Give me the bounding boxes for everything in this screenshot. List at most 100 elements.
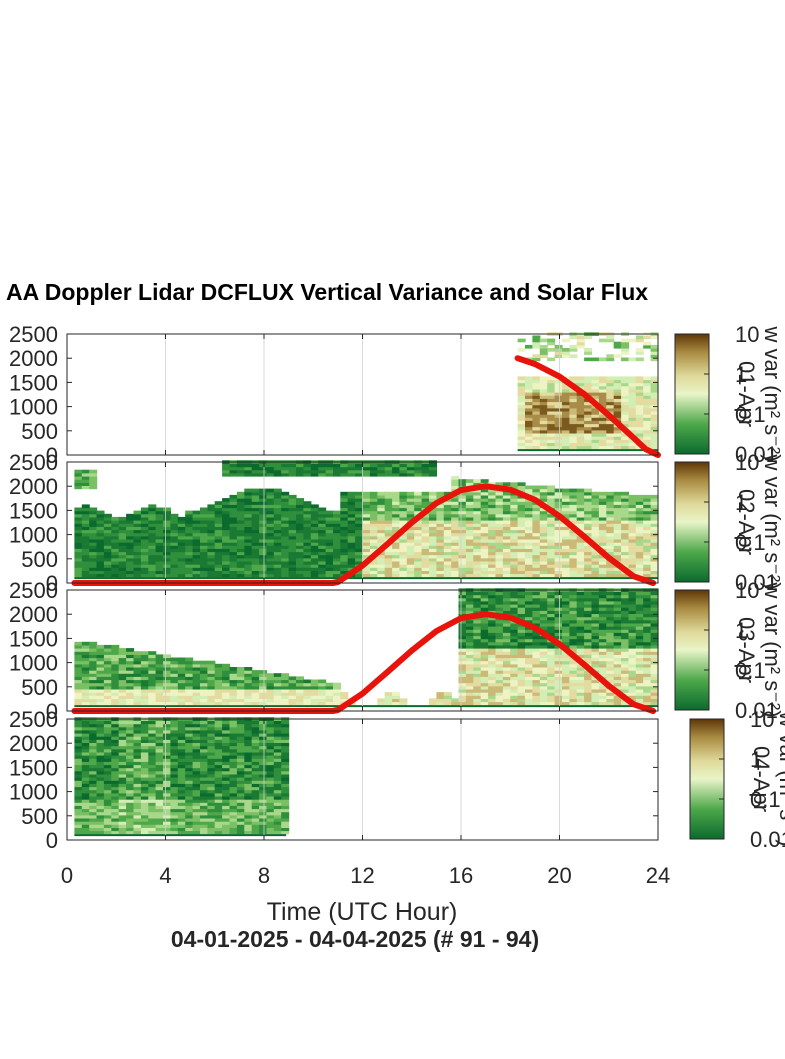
- heatmap-cell: [525, 379, 533, 384]
- heatmap-cell: [451, 548, 460, 553]
- heatmap-cell: [480, 689, 489, 693]
- heatmap-cell: [643, 542, 652, 546]
- heatmap-cell: [576, 338, 585, 343]
- heatmap-cell: [384, 535, 393, 540]
- heatmap-cell: [126, 827, 135, 832]
- heatmap-cell: [163, 529, 171, 534]
- heatmap-cell: [517, 570, 526, 575]
- heatmap-cell: [163, 564, 171, 568]
- heatmap-cell: [547, 488, 556, 493]
- heatmap-cell: [251, 554, 260, 559]
- heatmap-cell: [126, 821, 135, 825]
- heatmap-cell: [170, 792, 179, 797]
- heatmap-cell: [140, 539, 149, 543]
- heatmap-cell: [613, 551, 622, 556]
- heatmap-cell: [650, 388, 659, 393]
- heatmap-cell: [251, 494, 260, 499]
- heatmap-cell: [598, 629, 607, 633]
- heatmap-cell: [635, 379, 644, 384]
- heatmap-cell: [613, 507, 622, 512]
- heatmap-cell: [103, 557, 112, 562]
- heatmap-cell: [517, 591, 526, 596]
- heatmap-cell: [148, 548, 157, 553]
- heatmap-cell: [606, 613, 615, 618]
- heatmap-cell: [635, 523, 644, 527]
- heatmap-cell: [488, 638, 497, 643]
- heatmap-cell: [554, 594, 563, 599]
- heatmap-cell: [465, 632, 474, 637]
- heatmap-cell: [539, 414, 548, 418]
- heatmap-cell: [89, 770, 98, 775]
- heatmap-cell: [576, 382, 585, 387]
- heatmap-cell: [229, 567, 238, 571]
- heatmap-cell: [281, 513, 290, 518]
- heatmap-cell: [325, 463, 334, 468]
- heatmap-cell: [340, 564, 349, 568]
- heatmap-cell: [539, 404, 548, 409]
- heatmap-cell: [133, 733, 142, 737]
- heatmap-cell: [429, 472, 437, 477]
- heatmap-cell: [517, 551, 526, 556]
- heatmap-cell: [643, 667, 652, 671]
- heatmap-cell: [547, 513, 556, 518]
- heatmap-cell: [362, 510, 371, 515]
- heatmap-cell: [281, 673, 290, 677]
- heatmap-cell: [488, 676, 497, 681]
- heatmap-cell: [89, 516, 98, 521]
- heatmap-cell: [421, 466, 430, 471]
- heatmap-cell: [140, 802, 149, 806]
- heatmap-cell: [473, 692, 482, 696]
- heatmap-cell: [562, 439, 570, 443]
- heatmap-cell: [288, 698, 297, 703]
- heatmap-cell: [133, 516, 142, 521]
- heatmap-cell: [288, 513, 297, 518]
- heatmap-cell: [495, 692, 504, 696]
- heatmap-cell: [111, 723, 120, 728]
- heatmap-cell: [576, 698, 585, 703]
- heatmap-cell: [170, 770, 179, 775]
- heatmap-cell: [155, 676, 164, 681]
- heatmap-cell: [126, 814, 135, 819]
- heatmap-cell: [510, 564, 519, 568]
- heatmap-cell: [628, 388, 637, 393]
- heatmap-cell: [510, 641, 519, 646]
- heatmap-cell: [473, 494, 482, 499]
- heatmap-cell: [554, 689, 563, 693]
- heatmap-cell: [465, 504, 474, 509]
- heatmap-cell: [495, 619, 504, 624]
- heatmap-cell: [635, 654, 644, 659]
- heatmap-cell: [480, 535, 489, 540]
- heatmap-cell: [643, 698, 652, 703]
- heatmap-cell: [177, 811, 186, 816]
- heatmap-cell: [510, 557, 519, 562]
- heatmap-cell: [347, 564, 356, 568]
- heatmap-cell: [148, 520, 157, 524]
- heatmap-cell: [347, 472, 356, 477]
- heatmap-cell: [185, 573, 194, 578]
- heatmap-cell: [517, 433, 526, 437]
- heatmap-cell: [236, 701, 245, 706]
- heatmap-cell: [554, 564, 563, 568]
- heatmap-cell: [547, 600, 556, 605]
- heatmap-cell: [606, 695, 615, 699]
- heatmap-cell: [259, 548, 268, 553]
- heatmap-cell: [148, 830, 157, 835]
- heatmap-cell: [628, 622, 637, 627]
- heatmap-cell: [281, 701, 290, 706]
- heatmap-cell: [236, 542, 245, 546]
- heatmap-cell: [584, 414, 593, 418]
- heatmap-cell: [229, 520, 238, 524]
- heatmap-cell: [576, 632, 585, 637]
- heatmap-cell: [103, 755, 112, 759]
- heatmap-cell: [81, 726, 90, 731]
- heatmap-cell: [170, 786, 179, 791]
- heatmap-cell: [185, 676, 194, 681]
- heatmap-cell: [591, 376, 600, 381]
- heatmap-cell: [392, 520, 401, 524]
- heatmap-cell: [635, 420, 644, 425]
- heatmap-cell: [384, 523, 393, 527]
- heatmap-cell: [591, 510, 600, 515]
- heatmap-cell: [163, 789, 171, 794]
- heatmap-cell: [547, 554, 556, 559]
- heatmap-cell: [429, 526, 437, 531]
